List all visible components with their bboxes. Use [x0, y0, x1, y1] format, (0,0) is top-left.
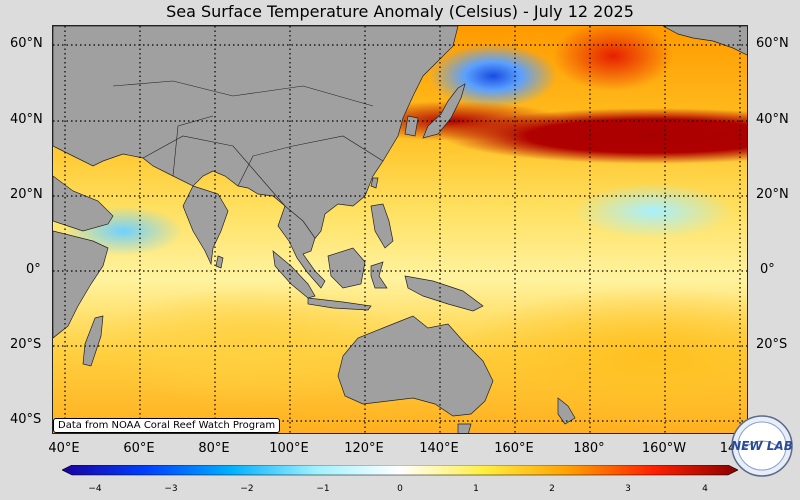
map-title: Sea Surface Temperature Anomaly (Celsius…	[166, 2, 634, 21]
lon-label: 160°W	[641, 441, 687, 456]
logo-text: NEW LAB	[731, 439, 793, 453]
colorbar-tick: −3	[164, 484, 178, 494]
korea-landmass	[404, 115, 419, 137]
new-zealand-landmass	[557, 397, 576, 425]
graticule-grid	[53, 26, 747, 433]
lon-label: 60°E	[123, 441, 155, 456]
java-landmass	[307, 297, 372, 311]
sulawesi-landmass	[370, 261, 388, 289]
lon-label: 120°E	[344, 441, 384, 456]
lat-label-left: 40°S	[10, 412, 42, 427]
tasmania-landmass	[457, 423, 472, 433]
indochina-landmass	[277, 205, 326, 289]
colorbar-tick: −4	[88, 484, 102, 494]
sri-lanka-landmass	[215, 255, 224, 269]
lon-label: 100°E	[269, 441, 309, 456]
philippines-landmass	[370, 203, 394, 249]
colorbar-tick: 2	[549, 484, 555, 494]
lat-label-right: 0°	[760, 262, 775, 277]
australia-landmass	[337, 315, 494, 417]
sumatra-landmass	[272, 250, 316, 299]
arabia-landmass	[53, 175, 114, 232]
africa-landmass	[53, 230, 109, 339]
lon-label: 140°E	[419, 441, 459, 456]
colorbar-tick: 0	[397, 484, 403, 494]
sst-anomaly-map	[52, 25, 748, 434]
newlab-logo: NEW LAB	[731, 415, 793, 477]
data-credit-label: Data from NOAA Coral Reef Watch Program	[53, 418, 281, 433]
lon-label: 180°	[573, 441, 605, 456]
lat-label-left: 60°N	[10, 36, 43, 51]
lat-label-right: 40°N	[756, 112, 789, 127]
country-borders	[112, 80, 384, 207]
north-america-landmass	[662, 26, 747, 56]
lat-label-left: 20°N	[10, 187, 43, 202]
taiwan-landmass	[370, 177, 379, 189]
lat-label-left: 40°N	[10, 112, 43, 127]
lon-label: 160°E	[494, 441, 534, 456]
colorbar-tick: −2	[240, 484, 254, 494]
lat-label-right: 60°N	[756, 36, 789, 51]
landmass-layer	[53, 26, 747, 433]
colorbar	[62, 465, 738, 476]
colorbar-tick: 4	[702, 484, 708, 494]
colorbar-tick: 3	[625, 484, 631, 494]
lon-label: 40°E	[48, 441, 80, 456]
new-guinea-landmass	[404, 275, 484, 312]
lon-label: 80°E	[198, 441, 230, 456]
lat-label-right: 20°S	[756, 337, 788, 352]
colorbar-tick: −1	[316, 484, 330, 494]
madagascar-landmass	[82, 315, 104, 367]
lat-label-right: 20°N	[756, 187, 789, 202]
lat-label-left: 0°	[26, 262, 41, 277]
lat-label-left: 20°S	[10, 337, 42, 352]
japan-landmass	[422, 83, 466, 139]
colorbar-tick: 1	[473, 484, 479, 494]
india-landmass	[182, 185, 229, 266]
borneo-landmass	[327, 247, 366, 289]
